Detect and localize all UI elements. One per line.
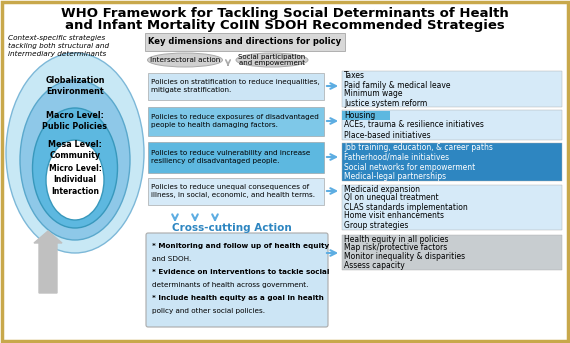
Text: Medicaid expansion: Medicaid expansion <box>344 185 420 193</box>
Ellipse shape <box>20 80 130 240</box>
Text: Paid family & medical leave: Paid family & medical leave <box>344 81 450 90</box>
Text: Policies to reduce unequal consequences of
illness, in social, economic, and hea: Policies to reduce unequal consequences … <box>151 184 315 198</box>
Text: Job training, education, & career paths: Job training, education, & career paths <box>344 143 493 153</box>
Text: Key dimensions and directions for policy: Key dimensions and directions for policy <box>148 37 341 47</box>
FancyBboxPatch shape <box>342 71 562 107</box>
FancyBboxPatch shape <box>148 72 324 99</box>
Text: ACEs, trauma & resilience initiatives: ACEs, trauma & resilience initiatives <box>344 120 484 130</box>
Ellipse shape <box>148 53 222 67</box>
Ellipse shape <box>32 108 117 228</box>
Text: QI on unequal treatment: QI on unequal treatment <box>344 193 439 202</box>
Text: WHO Framework for Tackling Social Determinants of Health: WHO Framework for Tackling Social Determ… <box>61 7 509 20</box>
Text: Map risk/protective factors: Map risk/protective factors <box>344 243 447 252</box>
Text: Social participation
and empowerment: Social participation and empowerment <box>238 54 306 67</box>
Text: Policies on stratification to reduce inequalities,
mitigate stratification.: Policies on stratification to reduce ine… <box>151 79 320 93</box>
FancyBboxPatch shape <box>342 111 390 120</box>
FancyBboxPatch shape <box>342 185 562 230</box>
Text: Globalization
Environment: Globalization Environment <box>45 76 105 96</box>
Text: * Monitoring and follow up of health equity: * Monitoring and follow up of health equ… <box>152 243 329 249</box>
Text: and SDOH.: and SDOH. <box>152 256 192 262</box>
Text: determinants of health across government.: determinants of health across government… <box>152 282 308 288</box>
FancyBboxPatch shape <box>148 142 324 173</box>
Text: Policies to reduce exposures of disadvantaged
people to health damaging factors.: Policies to reduce exposures of disadvan… <box>151 114 319 128</box>
Ellipse shape <box>6 53 144 253</box>
FancyBboxPatch shape <box>148 177 324 204</box>
Text: Fatherhood/male initiatives: Fatherhood/male initiatives <box>344 153 449 162</box>
Text: Place-based initiatives: Place-based initiatives <box>344 130 430 140</box>
FancyBboxPatch shape <box>148 106 324 135</box>
Text: Justice system reform: Justice system reform <box>344 98 428 107</box>
FancyBboxPatch shape <box>342 110 562 140</box>
FancyBboxPatch shape <box>342 235 562 270</box>
Text: Housing: Housing <box>344 110 375 119</box>
FancyBboxPatch shape <box>146 233 328 327</box>
FancyArrow shape <box>34 231 62 293</box>
Text: Medical-legal partnerships: Medical-legal partnerships <box>344 172 446 181</box>
Text: Monitor inequality & disparities: Monitor inequality & disparities <box>344 252 465 261</box>
Ellipse shape <box>236 53 308 67</box>
Text: Intersectoral action: Intersectoral action <box>150 57 220 63</box>
Text: CLAS standards implementation: CLAS standards implementation <box>344 202 468 212</box>
FancyBboxPatch shape <box>342 143 562 181</box>
Text: Social networks for empowerment: Social networks for empowerment <box>344 163 475 172</box>
Text: * Evidence on interventions to tackle social: * Evidence on interventions to tackle so… <box>152 269 329 275</box>
Text: Mesa Level:
Community: Mesa Level: Community <box>48 140 102 160</box>
Text: Cross-cutting Action: Cross-cutting Action <box>172 223 292 233</box>
Ellipse shape <box>46 140 104 220</box>
Text: Health equity in all policies: Health equity in all policies <box>344 235 449 244</box>
Text: Minimum wage: Minimum wage <box>344 90 402 98</box>
Text: Assess capacity: Assess capacity <box>344 261 405 270</box>
Text: * Include health equity as a goal in health: * Include health equity as a goal in hea… <box>152 295 324 301</box>
Text: Context-specific strategies
tackling both structural and
intermediary determinan: Context-specific strategies tackling bot… <box>8 35 109 57</box>
Text: policy and other social policies.: policy and other social policies. <box>152 308 265 314</box>
Text: and Infant Mortality CoIIN SDOH Recommended Strategies: and Infant Mortality CoIIN SDOH Recommen… <box>65 19 505 32</box>
Text: Policies to reduce vulnerability and increase
resiliency of disadvantaged people: Policies to reduce vulnerability and inc… <box>151 150 311 164</box>
Text: Home visit enhancements: Home visit enhancements <box>344 212 444 221</box>
FancyBboxPatch shape <box>145 33 345 51</box>
Text: Taxes: Taxes <box>344 71 365 81</box>
Text: Group strategies: Group strategies <box>344 221 408 229</box>
Text: Macro Level:
Public Policies: Macro Level: Public Policies <box>43 111 108 131</box>
Text: Micro Level:
Individual
Interaction: Micro Level: Individual Interaction <box>48 164 101 196</box>
